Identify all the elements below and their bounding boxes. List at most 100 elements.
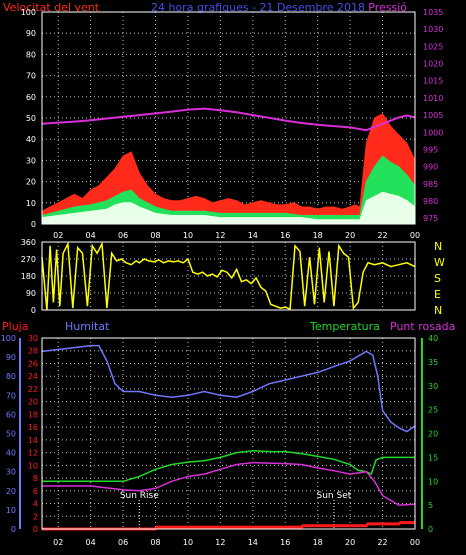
temperature-tick: 10 (428, 477, 438, 486)
wind-speed-tick: 0 (31, 220, 36, 229)
rain-tick: 14 (28, 436, 38, 445)
wind-speed-tick: 10 (26, 199, 36, 208)
compass-n-top: N (434, 240, 442, 253)
temperature-tick: 30 (428, 382, 438, 391)
direction-tick: 90 (26, 289, 36, 298)
wind-speed-tick: 100 (21, 8, 36, 17)
pressure-tick: 1015 (423, 77, 443, 86)
rain-tick: 18 (28, 410, 38, 419)
compass-s: S (434, 272, 441, 285)
rain-tick: 28 (28, 347, 38, 356)
temperature-tick: 20 (428, 430, 438, 439)
rain-tick: 6 (33, 487, 38, 496)
wind-speed-tick: 60 (26, 93, 36, 102)
rain-tick: 20 (28, 398, 38, 407)
x-tick-bottom: 02 (53, 538, 63, 547)
wind-speed-tick: 20 (26, 178, 36, 187)
direction-tick: 0 (31, 306, 36, 315)
x-tick-top: 16 (280, 231, 290, 240)
wind-speed-tick: 50 (26, 114, 36, 123)
x-tick-top: 14 (248, 231, 258, 240)
wind-series-wind_avg (41, 191, 416, 225)
compass-w: W (434, 256, 445, 269)
pressure-tick: 985 (423, 180, 438, 189)
x-tick-top: 02 (53, 231, 63, 240)
pressure-tick: 1020 (423, 60, 443, 69)
rain-tick: 10 (28, 461, 38, 470)
rain-tick: 16 (28, 423, 38, 432)
x-tick-top: 00 (410, 231, 420, 240)
humidity-tick: 90 (6, 353, 16, 362)
direction-tick: 270 (21, 255, 36, 264)
humidity-tick: 40 (6, 449, 16, 458)
humidity-tick: 50 (6, 430, 16, 439)
pressure-tick: 1035 (423, 8, 443, 17)
x-tick-top: 08 (150, 231, 160, 240)
x-tick-bottom: 08 (150, 538, 160, 547)
x-tick-top: 18 (313, 231, 323, 240)
rain-tick: 22 (28, 385, 38, 394)
pressure-series-line (41, 107, 416, 132)
x-tick-bottom: 22 (377, 538, 387, 547)
wind-speed-tick: 30 (26, 156, 36, 165)
wind-speed-label: Velocitat del vent (3, 1, 100, 14)
wind-pressure-panel: 0102030405060708090100975980985990995100… (21, 8, 444, 240)
temperature-tick: 15 (428, 453, 438, 462)
pressure-tick: 1030 (423, 25, 443, 34)
wind-speed-tick: 90 (26, 29, 36, 38)
pressure-tick: 1000 (423, 128, 443, 137)
wind-speed-tick: 40 (26, 135, 36, 144)
rain-label: Pluja (2, 320, 28, 333)
x-tick-bottom: 20 (345, 538, 355, 547)
compass-labels: N W S E N (434, 240, 445, 317)
humidity-label: Humitat (65, 320, 110, 333)
temperature-tick: 40 (428, 334, 438, 343)
series-rain (42, 521, 415, 531)
x-tick-bottom: 14 (248, 538, 258, 547)
wind-pressure-frame (41, 11, 416, 225)
rain-tick: 0 (33, 525, 38, 534)
pressure-tick: 980 (423, 197, 438, 206)
direction-tick: 360 (21, 238, 36, 247)
x-tick-top: 22 (377, 231, 387, 240)
humidity-tick: 10 (6, 506, 16, 515)
x-tick-bottom: 16 (280, 538, 290, 547)
wind-direction-line (41, 241, 416, 311)
x-tick-bottom: 04 (86, 538, 96, 547)
pressure-tick: 1025 (423, 42, 443, 51)
pressure-tick: 1005 (423, 111, 443, 120)
temperature-tick: 5 (428, 501, 433, 510)
x-tick-top: 12 (215, 231, 225, 240)
x-tick-top: 20 (345, 231, 355, 240)
direction-tick: 180 (21, 272, 36, 281)
pressure-tick: 975 (423, 214, 438, 223)
dewpoint-label: Punt rosada (390, 320, 455, 333)
pressure-tick: 1010 (423, 94, 443, 103)
humidity-tick: 20 (6, 487, 16, 496)
humidity-tick: 70 (6, 391, 16, 400)
x-tick-bottom: 06 (118, 538, 128, 547)
rain-humidity-temperature-panel: Sun Rise Sun Set0102030405060708090100024… (1, 334, 438, 547)
x-tick-bottom: 18 (313, 538, 323, 547)
sun-marker-label: Sun Rise (120, 491, 159, 501)
x-tick-bottom: 12 (215, 538, 225, 547)
x-tick-top: 10 (183, 231, 193, 240)
chart-title: 24 hora grafiques - 21 Desembre 2018 (151, 1, 365, 14)
pressure-tick: 990 (423, 163, 438, 172)
temperature-tick: 25 (428, 406, 438, 415)
humidity-tick: 100 (1, 334, 16, 343)
sun-marker-label: Sun Set (317, 491, 352, 501)
compass-e: E (434, 288, 441, 301)
series-temp (42, 461, 416, 506)
temperature-tick: 35 (428, 358, 438, 367)
humidity-tick: 30 (6, 468, 16, 477)
temperature-tick: 0 (428, 525, 433, 534)
rain-tick: 24 (28, 372, 38, 381)
humidity-tick: 80 (6, 372, 16, 381)
wind-direction-frame (41, 241, 416, 311)
x-tick-top: 06 (118, 231, 128, 240)
x-tick-top: 04 (86, 231, 96, 240)
compass-n-bottom: N (434, 304, 442, 317)
rain-humidity-frame (41, 337, 416, 530)
